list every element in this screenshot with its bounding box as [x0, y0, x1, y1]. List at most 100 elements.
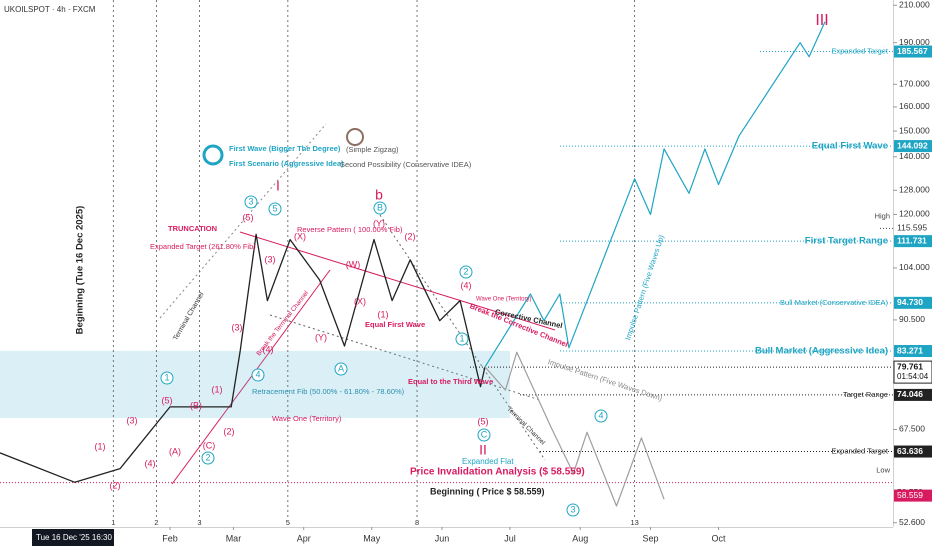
wave-circle [477, 428, 491, 442]
annotation: III [815, 12, 828, 29]
level-badge [894, 235, 932, 248]
annotation: A [338, 363, 344, 373]
terminal-channel-break [171, 269, 331, 485]
level-badge [894, 345, 932, 358]
level-label: Bull Market (Conservative IDEA) [780, 298, 888, 307]
annotation: Wave One (Territory) [272, 414, 342, 423]
annotation: (5) [243, 212, 254, 222]
time-zone-label: 8 [415, 518, 419, 527]
time-zone-label: 2 [154, 518, 158, 527]
annotation: 5 [272, 203, 277, 213]
retracement-zone [0, 350, 510, 419]
y-tick-label: 104.000 [899, 262, 930, 272]
level-label: Equal First Wave [812, 141, 888, 152]
annotation: (X) [354, 296, 366, 306]
y-tick-label: 210.000 [899, 0, 930, 10]
y-tick-label: 170.000 [899, 79, 930, 89]
annotation: (Simple Zigzag) [346, 145, 399, 154]
annotation: 1 [459, 333, 464, 343]
wave-circle [566, 503, 580, 517]
annotation: 2 [205, 452, 210, 462]
current-price-badge [893, 360, 932, 384]
time-zone-label: 3 [197, 518, 201, 527]
annotation: (2) [405, 231, 416, 241]
annotation: Reverse Pattern ( 100.00% Fib) [297, 225, 403, 234]
annotation: (W) [346, 259, 361, 269]
annotation: First Wave (Bigger The Degree) [229, 144, 341, 153]
annotation: (Y) [373, 218, 385, 228]
x-cursor-badge [32, 529, 114, 546]
annotation: Expanded Target (261.80% Fib) [150, 242, 256, 251]
annotation: 1 [164, 372, 169, 382]
level-value: 94.730 [897, 297, 923, 307]
annotation: Second Possibility (Conservative IDEA) [340, 160, 472, 169]
annotation: (2) [110, 480, 121, 490]
annotation: (5) [162, 395, 173, 405]
annotation: Equal First Wave [365, 320, 425, 329]
level-label: Expanded Target [831, 47, 888, 56]
invalidation-badge [894, 489, 932, 502]
wave-circle [334, 362, 348, 376]
y-tick-label: 160.000 [899, 101, 930, 111]
y-tick-label: 120.000 [899, 209, 930, 219]
corrective-channel [239, 231, 556, 331]
annotation: 4 [598, 410, 603, 420]
current-price-timer: 01:54:04 [897, 372, 929, 381]
annotation: (4) [145, 458, 156, 468]
x-tick-label: Aug [572, 533, 588, 543]
annotation: 2 [463, 266, 468, 276]
x-tick-label: Jul [504, 533, 516, 543]
x-tick-label: Apr [297, 533, 311, 543]
level-label: Low [876, 466, 890, 475]
level-value: 74.046 [897, 389, 923, 399]
y-tick-label: 190.000 [899, 37, 930, 47]
level-badge [894, 45, 932, 58]
wave-circle [244, 195, 258, 209]
series-line [484, 21, 826, 368]
annotation: (4) [263, 344, 274, 354]
level-value: 115.595 [897, 223, 927, 233]
annotation: Expanded Flat [462, 457, 514, 466]
level-badge [894, 445, 932, 458]
time-zone-label: 5 [286, 518, 290, 527]
series-line [484, 351, 665, 507]
current-price-value: 79.761 [897, 361, 923, 371]
level-value: 111.731 [897, 235, 927, 245]
annotation: (5) [478, 416, 489, 426]
bulb-icon [346, 128, 364, 146]
wave-circle [268, 202, 282, 216]
annotation: (A) [169, 446, 181, 456]
x-tick-label: Sep [642, 533, 658, 543]
y-tick-label: 90.500 [899, 314, 925, 324]
annotation: I [276, 178, 280, 194]
y-tick-label: 140.000 [899, 151, 930, 161]
x-tick-label: Jun [435, 533, 450, 543]
invalidation-value: 58.559 [897, 490, 923, 500]
level-value: 144.092 [897, 140, 928, 150]
annotation: Equal to the Third Wave [408, 377, 493, 386]
x-tick-label: Feb [162, 533, 178, 543]
level-value: 185.567 [897, 46, 928, 56]
annotation: (X) [294, 231, 306, 241]
x-tick-label: May [363, 533, 381, 543]
wave-circle [373, 201, 387, 215]
time-zone-label: 1 [111, 518, 115, 527]
annotation: (1) [212, 384, 223, 394]
wave-circle [459, 265, 473, 279]
level-value: 63.636 [897, 446, 923, 456]
channel-diagonal [379, 214, 546, 461]
annotation: (3) [265, 254, 276, 264]
annotation: Beginning (Tue 16 Dec 2025) [75, 206, 86, 335]
y-tick-label: 52.600 [899, 517, 925, 527]
annotation: TRUNCATION [168, 224, 217, 233]
annotation: (2) [224, 426, 235, 436]
annotation: (3) [232, 322, 243, 332]
wave-circle [201, 451, 215, 465]
annotation: Price Invalidation Analysis ($ 58.559) [410, 467, 585, 478]
level-label: Expanded Target [831, 447, 888, 456]
annotation: UKOILSPOT · 4h · FXCM [4, 5, 96, 14]
x-tick-label: Oct [711, 533, 726, 543]
annotation: C [481, 429, 488, 439]
annotation: First Scenario (Aggressive Idea) [229, 159, 344, 168]
